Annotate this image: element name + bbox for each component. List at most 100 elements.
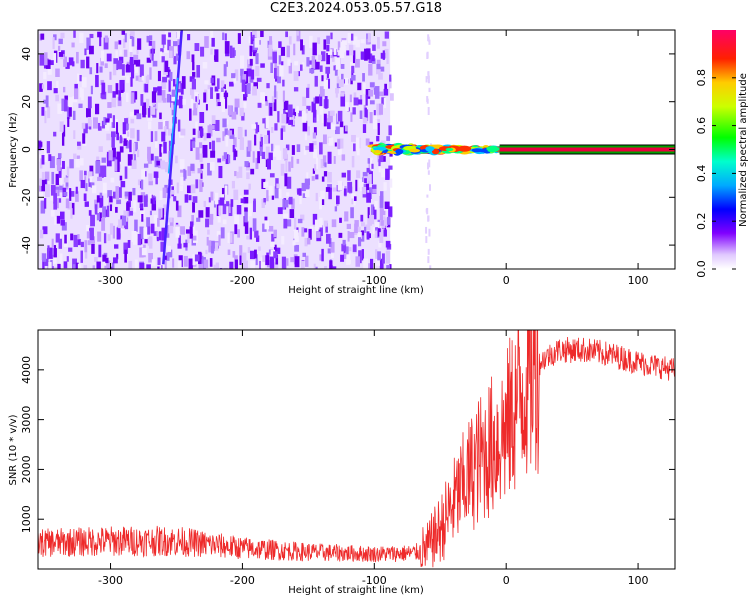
noise-blob	[378, 164, 381, 173]
noise-blob	[358, 179, 363, 188]
noise-blob	[378, 72, 383, 80]
noise-blob	[150, 223, 155, 234]
noise-blob	[120, 181, 126, 188]
noise-blob	[134, 64, 139, 73]
noise-blob	[50, 191, 55, 201]
noise-blob	[367, 33, 371, 43]
noise-blob	[207, 162, 212, 176]
noise-blob	[328, 111, 333, 123]
noise-blob	[147, 105, 151, 118]
noise-blob	[222, 219, 227, 225]
noise-blob	[379, 91, 384, 97]
noise-blob	[293, 112, 297, 117]
noise-blob	[76, 155, 80, 162]
noise-blob	[234, 224, 238, 235]
noise-blob	[384, 201, 390, 210]
noise-blob	[154, 131, 158, 142]
noise-blob	[43, 99, 47, 104]
noise-blob	[284, 173, 288, 187]
noise-blob	[89, 33, 94, 39]
noise-blob	[381, 208, 386, 216]
noise-blob	[137, 233, 142, 246]
noise-blob	[209, 162, 215, 171]
noise-blob	[385, 240, 391, 248]
noise-blob	[346, 254, 351, 265]
noise-blob	[352, 36, 358, 45]
noise-blob	[246, 146, 251, 157]
noise-blob	[153, 231, 158, 236]
noise-blob	[379, 66, 385, 72]
noise-blob	[285, 112, 290, 124]
noise-blob	[61, 160, 65, 169]
noise-blob	[152, 99, 155, 106]
noise-blob	[340, 254, 345, 262]
noise-blob	[322, 134, 327, 145]
noise-blob	[188, 195, 192, 201]
noise-blob	[92, 265, 95, 269]
noise-blob	[71, 42, 75, 48]
noise-blob	[385, 168, 390, 180]
noise-blob	[298, 110, 303, 117]
noise-blob	[274, 58, 277, 72]
noise-blob	[133, 60, 139, 65]
noise-blob	[75, 186, 78, 194]
noise-blob	[141, 169, 146, 180]
noise-blob	[209, 213, 214, 220]
noise-blob	[270, 143, 274, 152]
noise-blob	[386, 136, 391, 141]
noise-blob	[286, 176, 292, 189]
noise-blob	[278, 41, 282, 48]
noise-blob	[274, 262, 279, 269]
noise-blob	[374, 230, 378, 238]
noise-blob	[72, 96, 78, 103]
noise-blob	[131, 159, 137, 169]
noise-blob	[192, 225, 196, 234]
noise-blob	[178, 235, 181, 245]
noise-blob	[224, 33, 227, 41]
noise-blob	[254, 134, 257, 146]
noise-blob	[369, 174, 372, 185]
noise-blob	[321, 193, 325, 205]
noise-blob	[312, 213, 318, 225]
noise-blob	[151, 259, 156, 266]
noise-blob	[147, 153, 151, 162]
noise-blob	[248, 203, 252, 217]
noise-blob	[426, 207, 429, 215]
noise-blob	[141, 213, 144, 222]
carrier-blob	[425, 146, 435, 152]
noise-blob	[53, 131, 57, 137]
noise-blob	[64, 95, 68, 101]
noise-blob	[306, 57, 310, 67]
noise-blob	[192, 196, 198, 203]
noise-blob	[427, 170, 430, 175]
noise-blob	[84, 176, 87, 189]
colorbar-label: Normalized spectral amplitude	[738, 73, 749, 227]
noise-blob	[101, 218, 106, 231]
noise-blob	[292, 241, 296, 246]
noise-blob	[55, 68, 60, 78]
noise-blob	[323, 171, 328, 177]
noise-blob	[341, 243, 347, 252]
noise-blob	[166, 93, 171, 103]
noise-blob	[86, 230, 92, 239]
noise-blob	[353, 196, 357, 201]
noise-blob	[126, 123, 129, 130]
noise-blob	[190, 98, 194, 111]
noise-blob	[84, 246, 88, 259]
noise-blob	[143, 227, 148, 239]
noise-blob	[162, 98, 167, 103]
noise-blob	[156, 90, 162, 103]
noise-blob	[294, 61, 299, 66]
noise-blob	[130, 92, 135, 104]
noise-blob	[223, 92, 229, 98]
noise-blob	[124, 191, 129, 197]
noise-blob	[283, 218, 288, 229]
noise-blob	[229, 81, 234, 87]
noise-blob	[276, 183, 280, 189]
colorbar-gradient	[712, 30, 736, 269]
noise-blob	[366, 167, 371, 173]
noise-blob	[255, 53, 259, 65]
snr-panel: -300 -200 -100 0 100 1000 2000 3000 4000 Height …	[8, 329, 676, 596]
noise-blob	[234, 213, 240, 225]
noise-blob	[354, 223, 358, 234]
